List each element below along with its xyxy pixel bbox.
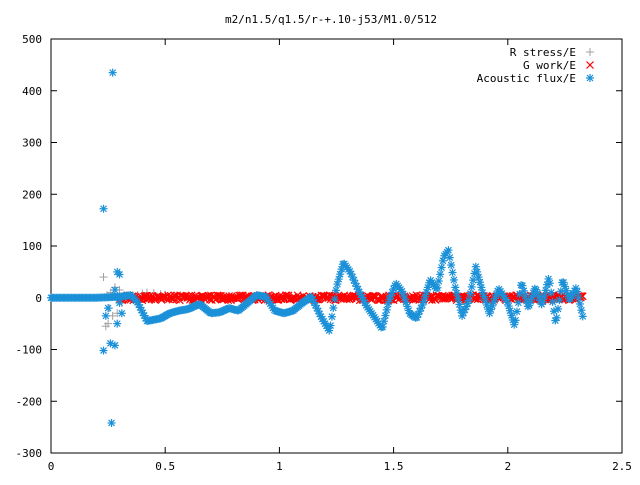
legend-label: Acoustic flux/E xyxy=(477,72,576,85)
legend-marker xyxy=(586,48,594,56)
acoustic-flux-point xyxy=(331,295,339,303)
acoustic-flux-point xyxy=(576,300,584,308)
legend-marker xyxy=(586,74,594,82)
acoustic-flux-point xyxy=(439,257,447,265)
acoustic-flux-point xyxy=(539,298,547,306)
acoustic-flux-point xyxy=(327,322,335,330)
axes-ticks: 0 0.5 1 1.5 2 2.5 -300 -200 -100 0 100 200 300 400 500 xyxy=(16,33,632,473)
acoustic-flux-point xyxy=(476,278,484,286)
legend-marker xyxy=(587,62,594,69)
y-tick-label: 100 xyxy=(22,240,42,253)
acoustic-flux-point xyxy=(435,277,443,285)
acoustic-flux-point xyxy=(446,254,454,262)
acoustic-flux-point xyxy=(514,299,522,307)
x-tick-label: 2 xyxy=(504,460,511,473)
acoustic-flux-point xyxy=(553,314,561,322)
acoustic-flux-point xyxy=(379,323,387,331)
acoustic-flux-point xyxy=(512,316,520,324)
acoustic-flux-point xyxy=(547,289,555,297)
acoustic-flux-point xyxy=(325,327,333,335)
acoustic-flux-outlier xyxy=(104,304,112,312)
x-tick-label: 0 xyxy=(48,460,55,473)
acoustic-flux-point xyxy=(454,295,462,303)
x-tick-label: 1 xyxy=(276,460,283,473)
y-tick-label: 500 xyxy=(22,33,42,46)
acoustic-flux-point xyxy=(381,312,389,320)
acoustic-flux-point xyxy=(549,298,557,306)
series-layer xyxy=(47,69,587,427)
legend-label: G work/E xyxy=(523,59,576,72)
acoustic-flux-point xyxy=(465,296,473,304)
acoustic-flux-outlier xyxy=(118,309,126,317)
acoustic-flux-point xyxy=(444,246,452,254)
legend-label: R stress/E xyxy=(510,46,576,59)
acoustic-flux-point xyxy=(473,268,481,276)
acoustic-flux-outlier xyxy=(108,419,116,427)
chart-root: m2/n1.5/q1.5/r-+.10-j53/M1.0/512 0 0.5 1 1.… xyxy=(0,0,640,480)
acoustic-flux-point xyxy=(329,304,337,312)
acoustic-flux-outlier xyxy=(111,286,119,294)
series-acoustic-flux xyxy=(47,69,587,427)
acoustic-flux-point xyxy=(450,276,458,284)
y-tick-label: 400 xyxy=(22,85,42,98)
r-stress-point xyxy=(100,273,108,281)
acoustic-flux-outlier xyxy=(102,312,110,320)
acoustic-flux-outlier xyxy=(111,341,119,349)
y-tick-label: -300 xyxy=(16,447,43,460)
acoustic-flux-outlier xyxy=(116,270,124,278)
acoustic-flux-point xyxy=(383,306,391,314)
acoustic-flux-point xyxy=(449,268,457,276)
acoustic-flux-point xyxy=(573,288,581,296)
acoustic-flux-point xyxy=(575,294,583,302)
legend: R stress/EG work/EAcoustic flux/E xyxy=(477,46,594,85)
acoustic-flux-outlier xyxy=(100,347,108,355)
y-tick-label: 300 xyxy=(22,137,42,150)
acoustic-flux-point xyxy=(554,305,562,313)
acoustic-flux-point xyxy=(520,287,528,295)
x-tick-label: 0.5 xyxy=(155,460,175,473)
acoustic-flux-point xyxy=(540,292,548,300)
acoustic-flux-point xyxy=(472,263,480,271)
acoustic-flux-point xyxy=(447,261,455,269)
acoustic-flux-point xyxy=(436,270,444,278)
acoustic-flux-point xyxy=(577,306,585,314)
acoustic-flux-point xyxy=(380,317,388,325)
chart-title: m2/n1.5/q1.5/r-+.10-j53/M1.0/512 xyxy=(225,13,437,26)
acoustic-flux-point xyxy=(475,273,483,281)
acoustic-flux-point xyxy=(451,283,459,291)
acoustic-flux-point xyxy=(555,296,563,304)
acoustic-flux-point xyxy=(468,283,476,291)
acoustic-flux-point xyxy=(328,313,336,321)
acoustic-flux-outlier xyxy=(109,69,117,77)
plot-svg: m2/n1.5/q1.5/r-+.10-j53/M1.0/512 0 0.5 1 1.… xyxy=(0,0,640,480)
acoustic-flux-point xyxy=(453,289,461,297)
acoustic-flux-point xyxy=(518,282,526,290)
acoustic-flux-point xyxy=(546,279,554,287)
acoustic-flux-point xyxy=(466,290,474,298)
acoustic-flux-point xyxy=(332,286,340,294)
y-tick-label: -100 xyxy=(16,344,43,357)
acoustic-flux-outlier xyxy=(100,205,108,213)
acoustic-flux-point xyxy=(433,284,441,292)
acoustic-flux-point xyxy=(438,264,446,272)
x-tick-label: 2.5 xyxy=(612,460,632,473)
x-tick-label: 1.5 xyxy=(384,460,404,473)
acoustic-flux-point xyxy=(513,308,521,316)
acoustic-flux-point xyxy=(477,283,485,291)
plot-frame xyxy=(51,39,622,453)
acoustic-flux-point xyxy=(579,312,587,320)
y-tick-label: 0 xyxy=(35,292,42,305)
acoustic-flux-outlier xyxy=(113,320,121,328)
y-tick-label: -200 xyxy=(16,395,43,408)
acoustic-flux-outlier xyxy=(116,299,124,307)
y-tick-label: 200 xyxy=(22,188,42,201)
